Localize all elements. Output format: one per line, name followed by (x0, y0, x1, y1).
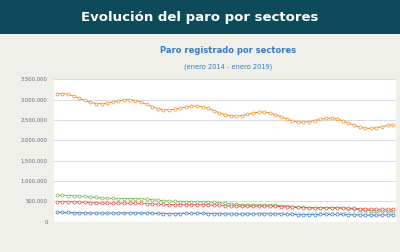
Text: Paro registrado por sectores: Paro registrado por sectores (160, 46, 296, 55)
Text: Evolución del paro por sectores: Evolución del paro por sectores (81, 11, 319, 23)
Text: (enero 2014 - enero 2019): (enero 2014 - enero 2019) (184, 64, 272, 70)
